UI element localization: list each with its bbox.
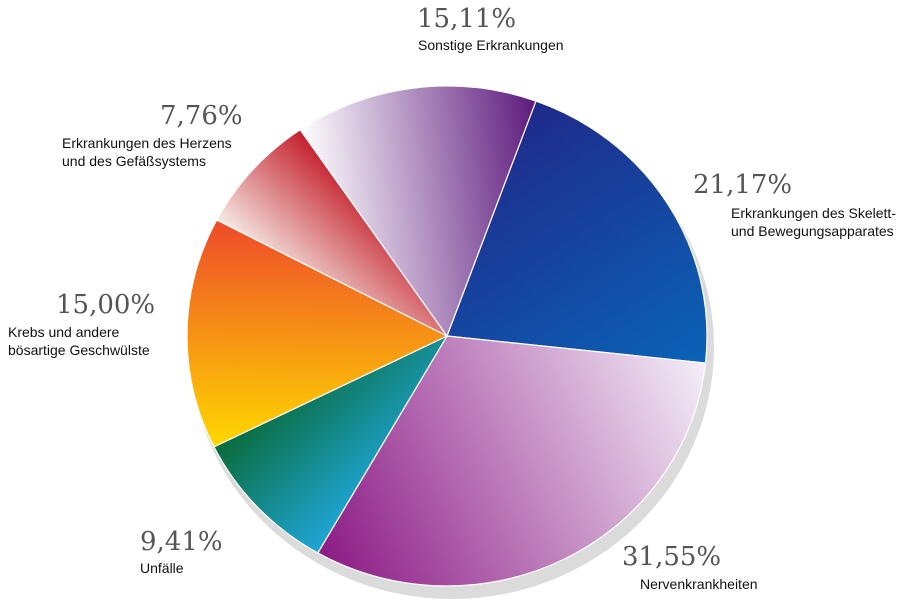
category-label-sonstige: Sonstige Erkrankungen (418, 37, 564, 53)
category-label-krebs-line2: bösartige Geschwülste (8, 342, 150, 358)
value-label-krebs: 15,00% (56, 290, 155, 320)
label-nerven: 31,55% Nervenkrankheiten (622, 542, 758, 592)
value-label-sonstige: 15,11% (417, 4, 516, 34)
pie-slice-herz (215, 128, 448, 337)
category-label-herz-line2: und des Gefäßsystems (62, 153, 206, 169)
category-label-skelett-line1: Erkrankungen des Skelett- (731, 205, 896, 221)
category-label-krebs-line1: Krebs und andere (8, 324, 120, 340)
value-label-herz: 7,76% (160, 101, 243, 131)
label-skelett: 21,17% Erkrankungen des Skelett- und Bew… (693, 170, 896, 239)
pie-slices (186, 85, 708, 587)
category-label-unfaelle: Unfälle (140, 560, 184, 576)
value-label-nerven: 31,55% (622, 542, 721, 572)
pie-slice-sonstige (299, 85, 537, 338)
category-label-skelett-line2: und Bewegungsapparates (731, 223, 894, 239)
label-unfaelle: 9,41% Unfälle (140, 527, 223, 576)
pie-slice-nerven (316, 335, 707, 587)
value-label-unfaelle: 9,41% (140, 527, 223, 557)
category-label-nerven: Nervenkrankheiten (640, 576, 758, 592)
label-krebs: 15,00% Krebs und andere bösartige Geschw… (8, 290, 155, 358)
label-herz: 7,76% Erkrankungen des Herzens und des G… (62, 101, 243, 169)
pie-slice-skelett (446, 100, 708, 364)
category-label-herz-line1: Erkrankungen des Herzens (62, 135, 232, 151)
label-sonstige: 15,11% Sonstige Erkrankungen (417, 4, 564, 53)
value-label-skelett: 21,17% (693, 170, 792, 200)
pie-slice-unfaelle (213, 334, 449, 554)
pie-slice-krebs (186, 219, 449, 448)
